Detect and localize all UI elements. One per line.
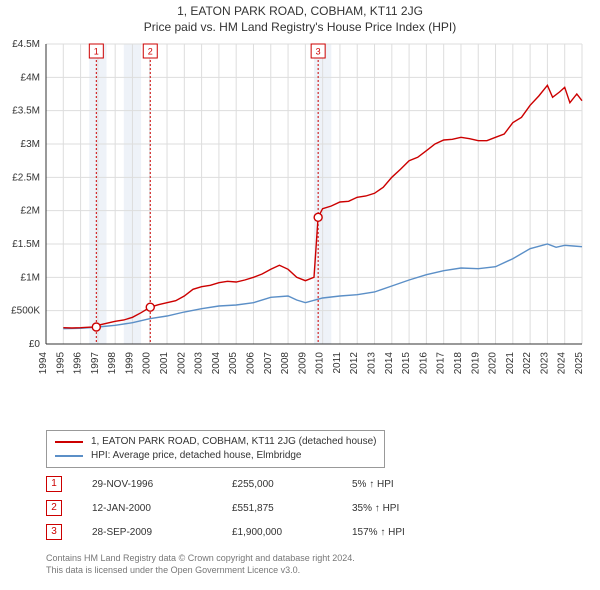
event-price: £255,000 [232,479,352,490]
legend-swatch-hpi [55,455,83,457]
svg-text:2025: 2025 [574,352,585,375]
event-date: 28-SEP-2009 [92,527,232,538]
event-badge: 1 [46,476,62,492]
svg-text:2011: 2011 [332,352,343,374]
svg-text:2001: 2001 [159,352,170,375]
svg-text:2022: 2022 [522,352,533,375]
chart-title: 1, EATON PARK ROAD, COBHAM, KT11 2JG [0,4,600,18]
legend-swatch-property [55,441,83,443]
legend-label-property: 1, EATON PARK ROAD, COBHAM, KT11 2JG (de… [91,435,376,449]
svg-text:1998: 1998 [107,352,118,375]
svg-text:1997: 1997 [90,352,101,375]
events-table: 1 29-NOV-1996 £255,000 5% ↑ HPI 2 12-JAN… [46,472,452,544]
svg-text:2020: 2020 [488,352,499,375]
svg-text:2019: 2019 [470,352,481,375]
event-price: £1,900,000 [232,527,352,538]
svg-text:1994: 1994 [38,352,49,375]
chart-subtitle: Price paid vs. HM Land Registry's House … [0,20,600,34]
svg-text:2004: 2004 [211,352,222,375]
event-hpi: 5% ↑ HPI [352,479,452,490]
footer-line: Contains HM Land Registry data © Crown c… [46,552,355,564]
svg-text:2006: 2006 [245,352,256,375]
svg-text:2013: 2013 [367,352,378,375]
svg-text:2: 2 [148,46,153,56]
svg-text:£500K: £500K [11,306,40,317]
event-row: 2 12-JAN-2000 £551,875 35% ↑ HPI [46,496,452,520]
svg-text:2007: 2007 [263,352,274,375]
svg-text:2002: 2002 [176,352,187,375]
svg-text:2023: 2023 [539,352,550,375]
svg-text:2003: 2003 [194,352,205,375]
svg-text:£3M: £3M [21,139,40,150]
svg-text:2000: 2000 [142,352,153,375]
chart-container: 1, EATON PARK ROAD, COBHAM, KT11 2JG Pri… [0,0,600,590]
legend: 1, EATON PARK ROAD, COBHAM, KT11 2JG (de… [46,430,385,468]
event-date: 12-JAN-2000 [92,503,232,514]
svg-text:2018: 2018 [453,352,464,375]
svg-text:1996: 1996 [73,352,84,375]
footer-line: This data is licensed under the Open Gov… [46,564,355,576]
svg-text:£1.5M: £1.5M [12,239,40,250]
legend-row-property: 1, EATON PARK ROAD, COBHAM, KT11 2JG (de… [55,435,376,449]
svg-text:2021: 2021 [505,352,516,375]
event-date: 29-NOV-1996 [92,479,232,490]
svg-text:2024: 2024 [557,352,568,375]
svg-text:2012: 2012 [349,352,360,375]
svg-text:2017: 2017 [436,352,447,375]
svg-text:£2.5M: £2.5M [12,172,40,183]
event-hpi: 157% ↑ HPI [352,527,452,538]
event-price: £551,875 [232,503,352,514]
event-badge: 3 [46,524,62,540]
svg-text:2005: 2005 [228,352,239,375]
legend-label-hpi: HPI: Average price, detached house, Elmb… [91,449,302,463]
titles: 1, EATON PARK ROAD, COBHAM, KT11 2JG Pri… [0,0,600,34]
svg-text:1999: 1999 [124,352,135,375]
svg-text:3: 3 [316,46,321,56]
event-hpi: 35% ↑ HPI [352,503,452,514]
svg-text:£1M: £1M [21,272,40,283]
chart-svg: £0£500K£1M£1.5M£2M£2.5M£3M£3.5M£4M£4.5M1… [46,44,582,384]
svg-text:£2M: £2M [21,206,40,217]
event-badge: 2 [46,500,62,516]
svg-text:£4.5M: £4.5M [12,39,40,50]
event-row: 3 28-SEP-2009 £1,900,000 157% ↑ HPI [46,520,452,544]
svg-text:1: 1 [94,46,99,56]
svg-text:2015: 2015 [401,352,412,375]
chart-area: £0£500K£1M£1.5M£2M£2.5M£3M£3.5M£4M£4.5M1… [46,44,582,384]
svg-text:2016: 2016 [418,352,429,375]
svg-text:2010: 2010 [315,352,326,375]
svg-text:£3.5M: £3.5M [12,106,40,117]
footer: Contains HM Land Registry data © Crown c… [46,552,355,576]
event-row: 1 29-NOV-1996 £255,000 5% ↑ HPI [46,472,452,496]
svg-text:1995: 1995 [55,352,66,375]
legend-row-hpi: HPI: Average price, detached house, Elmb… [55,449,376,463]
svg-text:2008: 2008 [280,352,291,375]
svg-text:£0: £0 [29,339,41,350]
svg-text:2014: 2014 [384,352,395,375]
svg-text:£4M: £4M [21,72,40,83]
svg-text:2009: 2009 [297,352,308,375]
